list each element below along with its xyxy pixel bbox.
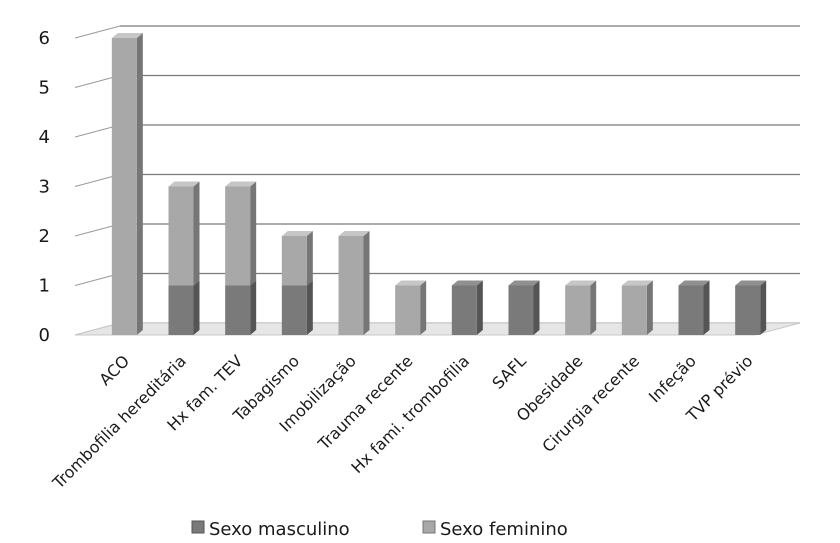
y-tick-label: 1 — [39, 276, 50, 297]
x-category-label: Cirurgia recente — [538, 351, 643, 456]
bar-segment — [735, 280, 767, 335]
legend-label: Sexo masculino — [209, 519, 350, 540]
legend-swatch — [191, 520, 205, 534]
bar-segment — [338, 231, 370, 335]
y-tick-label: 6 — [39, 28, 50, 49]
legend: Sexo masculino Sexo feminino — [191, 519, 568, 540]
bar-segment — [451, 280, 483, 335]
legend-swatch — [422, 520, 436, 534]
bar-segment — [111, 33, 143, 335]
bar-segment — [281, 280, 313, 335]
bars — [111, 33, 767, 335]
bar-segment — [225, 280, 257, 335]
bar-segment — [168, 280, 200, 335]
y-tick-label: 5 — [39, 78, 50, 99]
x-category-label: ACO — [95, 351, 133, 389]
y-tick-label: 3 — [39, 177, 50, 198]
bar-segment — [678, 280, 710, 335]
x-category-label: Infeção — [645, 351, 700, 406]
x-category-label: SAFL — [488, 351, 529, 392]
gridline-depth — [74, 25, 121, 39]
bar-segment — [225, 181, 257, 286]
bar-segment — [508, 280, 540, 335]
bar-segment — [565, 280, 597, 335]
y-axis-tick-labels: 0 1 2 3 4 5 6 — [39, 28, 50, 346]
bar-segment — [621, 280, 653, 335]
legend-label: Sexo feminino — [440, 519, 568, 540]
bar-segment — [281, 231, 313, 286]
y-tick-label: 0 — [39, 325, 50, 346]
x-category-label: Trauma recente — [314, 351, 417, 454]
bar-segment — [395, 280, 427, 335]
y-tick-label: 4 — [39, 127, 50, 148]
bar-segment — [168, 181, 200, 286]
y-tick-label: 2 — [39, 226, 50, 247]
